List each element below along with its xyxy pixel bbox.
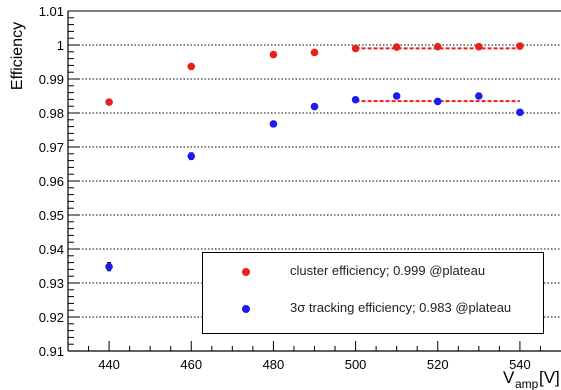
x-axis-label: V amp [V] xyxy=(503,368,560,390)
x-axis-label-unit: [V] xyxy=(539,368,560,387)
tracking-efficiency-point xyxy=(516,108,524,117)
y-tick-label: 0.94 xyxy=(39,242,64,257)
y-tick-label: 1 xyxy=(57,38,64,53)
cluster-efficiency-point xyxy=(516,42,524,50)
y-axis-label: Efficiency xyxy=(9,22,26,90)
legend-marker-tracking xyxy=(242,305,250,313)
cluster-efficiency-point xyxy=(187,62,196,71)
cluster-efficiency-point xyxy=(269,50,278,59)
axis-ticks: 0.91 0.92 0.93 0.94 0.95 0.96 0.97 0.98 0.99 1 1.0… xyxy=(39,4,541,372)
x-axis-label-main: V xyxy=(503,368,515,387)
x-axis-label-subscript: amp xyxy=(515,377,539,390)
x-tick-label: 500 xyxy=(345,357,367,372)
tracking-efficiency-point xyxy=(351,95,360,104)
tracking-efficiency-point xyxy=(310,102,319,111)
tracking-efficiency-point xyxy=(475,92,483,100)
legend-marker-cluster xyxy=(242,268,250,276)
plateau-fit-lines xyxy=(355,47,520,103)
legend: cluster efficiency; 0.999 @plateau 3σ tr… xyxy=(202,252,544,334)
y-tick-label: 0.93 xyxy=(39,276,64,291)
legend-entry-tracking: 3σ tracking efficiency; 0.983 @plateau xyxy=(203,299,543,319)
legend-label-cluster: cluster efficiency; 0.999 @plateau xyxy=(290,263,486,278)
y-tick-label: 0.92 xyxy=(39,310,64,325)
x-tick-label: 520 xyxy=(427,357,449,372)
tracking-efficiency-point xyxy=(392,92,401,100)
legend-label-tracking: 3σ tracking efficiency; 0.983 @plateau xyxy=(290,300,512,315)
cluster-efficiency-point xyxy=(433,42,442,51)
x-tick-label: 460 xyxy=(180,357,202,372)
y-tick-label: 0.97 xyxy=(39,140,64,155)
y-tick-label: 1.01 xyxy=(39,4,64,19)
tracking-efficiency-point xyxy=(187,152,196,160)
cluster-efficiency-point xyxy=(351,44,360,53)
tracking-efficiency-point xyxy=(269,120,278,128)
data-points xyxy=(105,42,524,272)
y-tick-label: 0.95 xyxy=(39,208,64,223)
y-tick-label: 0.98 xyxy=(39,106,64,121)
legend-entry-cluster: cluster efficiency; 0.999 @plateau xyxy=(203,262,543,282)
y-tick-label: 0.99 xyxy=(39,72,64,87)
tracking-efficiency-point xyxy=(105,262,113,271)
cluster-efficiency-point xyxy=(392,43,401,51)
cluster-efficiency-point xyxy=(475,42,483,51)
y-tick-label: 0.91 xyxy=(39,344,64,359)
tracking-efficiency-point xyxy=(433,97,442,106)
x-tick-label: 540 xyxy=(509,357,531,372)
cluster-efficiency-point xyxy=(105,98,113,106)
cluster-efficiency-point xyxy=(310,48,319,57)
y-tick-label: 0.96 xyxy=(39,174,64,189)
x-tick-label: 480 xyxy=(263,357,285,372)
x-tick-label: 440 xyxy=(98,357,120,372)
